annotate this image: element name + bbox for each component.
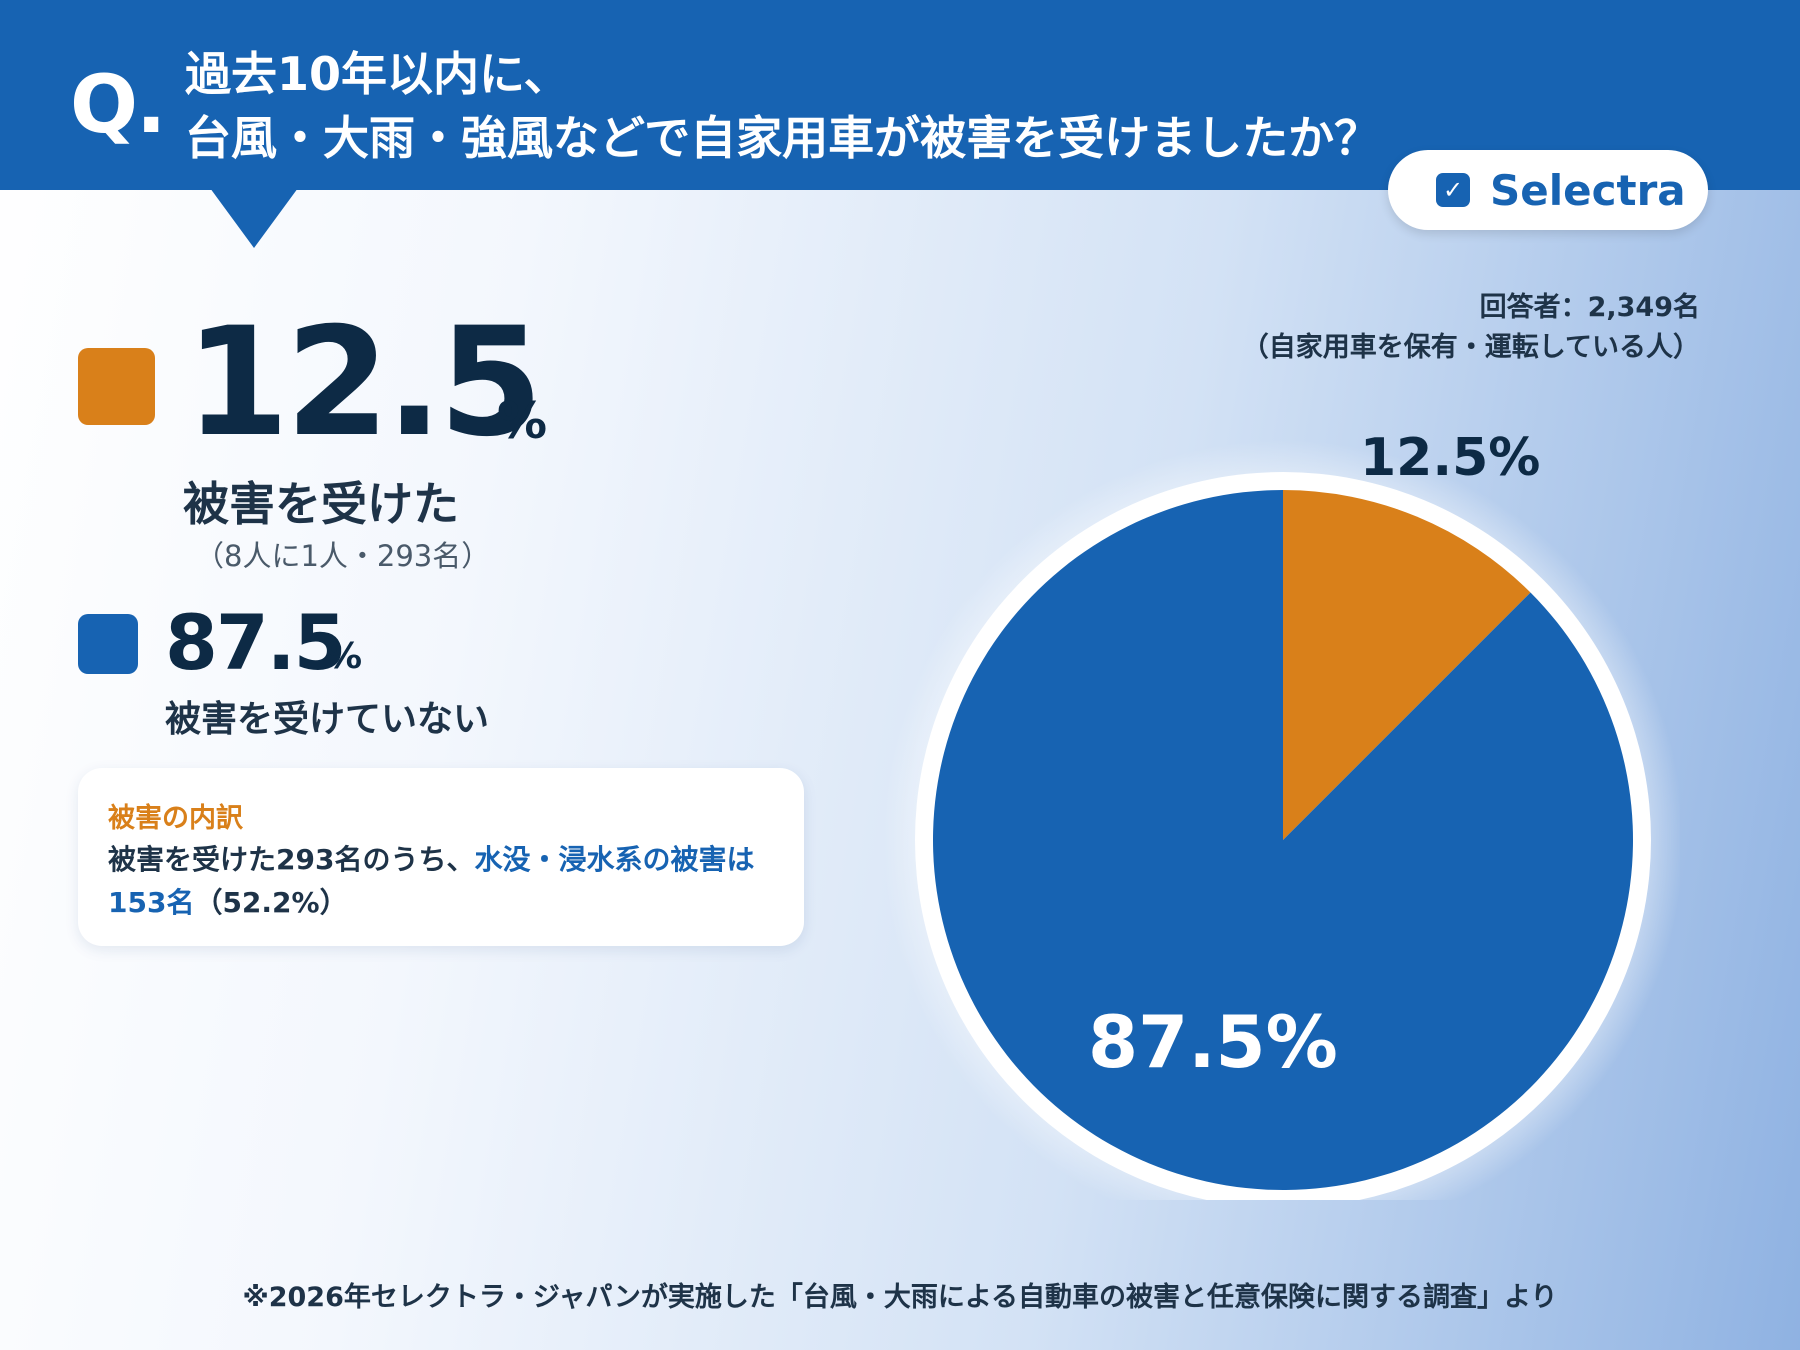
breakdown-text-highlight: 水没・浸水系の被害は153名 <box>108 843 755 919</box>
checkbox-icon: ✓ <box>1436 173 1470 207</box>
question-line-1: 過去10年以内に、 <box>185 47 570 101</box>
question-line-2: 台風・大雨・強風などで自家用車が被害を受けましたか？ <box>185 111 1381 165</box>
source-footnote: ※2026年セレクトラ・ジャパンが実施した「台風・大雨による自動車の被害と任意保… <box>242 1282 1558 1313</box>
respondents-criteria: （自家用車を保有・運転している人） <box>1241 332 1700 363</box>
breakdown-text-lead: 被害を受けた293名のうち、 <box>108 843 475 876</box>
damaged-percent-unit: % <box>497 392 548 450</box>
pie-chart <box>883 440 1680 1200</box>
breakdown-text-tail: （52.2%） <box>194 886 348 919</box>
legend-swatch-damaged <box>78 348 155 425</box>
pie-slice-damaged <box>1283 490 1531 840</box>
respondents-count: 回答者：2,349名 <box>1479 292 1700 323</box>
pie-label-damaged: 12.5% <box>1360 428 1541 488</box>
breakdown-title: 被害の内訳 <box>108 803 243 834</box>
breakdown-text: 被害を受けた293名のうち、水没・浸水系の被害は153名（52.2%） <box>108 838 778 924</box>
pie-slices <box>933 490 1633 1190</box>
not-damaged-label: 被害を受けていない <box>165 699 490 740</box>
header-pointer <box>210 188 298 248</box>
legend-swatch-not-damaged <box>78 614 138 674</box>
q-mark: Q. <box>70 58 166 151</box>
pie-slice-not-damaged <box>933 490 1633 1190</box>
damaged-percent: 12.5 <box>185 296 543 470</box>
breakdown-card: 被害の内訳 被害を受けた293名のうち、水没・浸水系の被害は153名（52.2%… <box>78 768 804 946</box>
respondents-info: 回答者：2,349名 （自家用車を保有・運転している人） <box>1242 288 1700 368</box>
pie-label-not-damaged: 87.5% <box>1088 1000 1338 1084</box>
not-damaged-percent-unit: % <box>326 636 363 677</box>
not-damaged-percent: 87.5 <box>165 598 347 687</box>
damaged-sublabel: （8人に1人・293名） <box>195 539 491 573</box>
damaged-label: 被害を受けた <box>183 477 459 531</box>
selectra-logo: ✓ Selectra <box>1388 150 1708 230</box>
logo-text: Selectra <box>1490 166 1686 215</box>
